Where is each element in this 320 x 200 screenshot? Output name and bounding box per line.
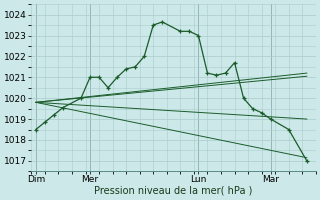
X-axis label: Pression niveau de la mer( hPa ): Pression niveau de la mer( hPa ) bbox=[94, 186, 253, 196]
